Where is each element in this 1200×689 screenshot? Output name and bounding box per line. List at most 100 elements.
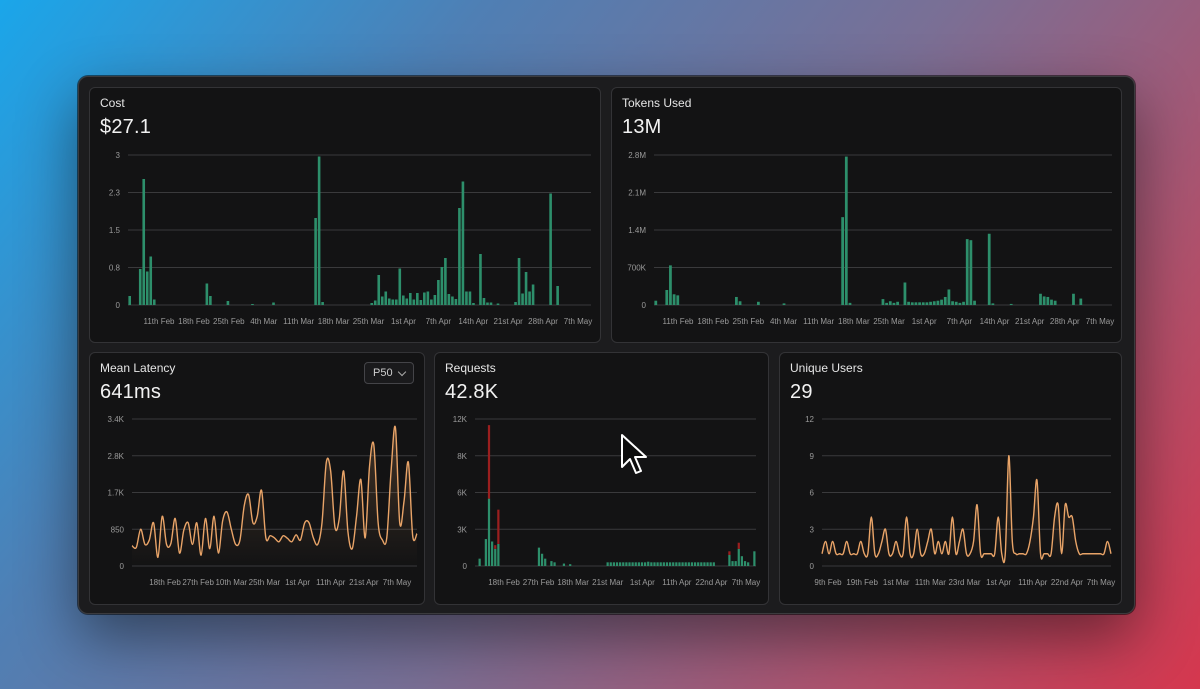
tokens-value: 13M	[622, 116, 662, 138]
requests-bar	[753, 551, 756, 566]
requests-bar	[484, 539, 487, 566]
cost-bar	[440, 267, 444, 305]
requests-bar	[497, 543, 500, 566]
percentile-dropdown[interactable]: P50	[364, 362, 414, 384]
tokens-bar	[987, 233, 991, 305]
cost-bar	[377, 275, 381, 305]
tokens-chart: 0 700K 1.4M 2.1M 2.8M 11th Feb 18th Feb 25th Fe…	[627, 151, 1114, 326]
requests-bar	[612, 562, 615, 566]
requests-bar	[628, 562, 631, 566]
tokens-bar	[888, 301, 892, 305]
cost-bar	[556, 286, 559, 305]
tokens-bar	[965, 239, 969, 305]
latency-x-tick-label: 25th Mar	[249, 578, 281, 587]
tokens-bar	[932, 301, 936, 305]
requests-bar	[734, 561, 737, 566]
requests-bar	[684, 562, 687, 566]
requests-bar	[478, 558, 481, 566]
requests-bar	[712, 562, 715, 566]
latency-x-tick-label: 21st Apr	[349, 578, 379, 587]
latency-y-tick-label: 3.4K	[108, 415, 125, 424]
tokens-bar	[1039, 293, 1042, 305]
tokens-x-tick-label: 7th May	[1086, 317, 1114, 326]
cost-bar	[468, 291, 472, 305]
tokens-bar	[848, 302, 852, 305]
cost-bar	[423, 292, 426, 305]
cost-bar	[496, 303, 500, 305]
tokens-x-tick-label: 28th Apr	[1050, 317, 1080, 326]
cost-bar	[472, 303, 475, 305]
tokens-y-tick-label: 2.1M	[628, 189, 646, 198]
tokens-bar	[929, 301, 932, 305]
requests-bar	[662, 562, 665, 566]
cost-bar	[128, 296, 132, 305]
cost-bar	[447, 294, 451, 305]
cost-bar	[401, 295, 405, 305]
requests-bar	[619, 562, 622, 566]
cost-bar	[209, 296, 212, 305]
tokens-bar	[940, 299, 943, 305]
requests-bar	[540, 553, 544, 566]
cost-bar	[433, 295, 437, 305]
tokens-bar	[914, 302, 918, 305]
cost-bar	[409, 293, 412, 305]
cost-bar	[384, 291, 388, 305]
latency-title: Mean Latency	[100, 361, 176, 375]
requests-bar	[491, 541, 494, 566]
tokens-x-tick-label: 21st Apr	[1015, 317, 1045, 326]
cost-x-tick-label: 11th Mar	[283, 317, 314, 326]
requests-bar	[747, 562, 750, 566]
tokens-bar	[947, 289, 951, 305]
latency-series-line	[131, 425, 418, 559]
requests-bar	[569, 564, 572, 566]
requests-bar	[609, 562, 612, 566]
tokens-bar	[756, 301, 760, 305]
requests-bar	[728, 554, 731, 566]
requests-bar	[644, 562, 647, 566]
tokens-bar	[925, 302, 929, 305]
requests-bar	[709, 562, 712, 566]
tokens-x-tick-label: 11th Feb	[663, 317, 695, 326]
tokens-x-tick-label: 11th Mar	[803, 317, 834, 326]
cost-bar	[465, 291, 468, 305]
cost-bar	[145, 271, 149, 305]
tokens-bar	[735, 296, 738, 305]
requests-bar	[697, 562, 700, 566]
requests-bar	[537, 547, 541, 566]
requests-bar	[675, 562, 678, 566]
requests-bar	[659, 562, 662, 566]
users-x-tick-label: 7th May	[1087, 578, 1115, 587]
requests-bar	[672, 562, 675, 566]
requests-bar	[653, 562, 656, 566]
requests-bar	[650, 562, 653, 566]
latency-y-tick-label: 0	[120, 562, 125, 571]
cost-y-tick-label: 0	[116, 301, 121, 310]
tokens-bar	[1053, 300, 1057, 305]
tokens-bar	[910, 302, 914, 305]
requests-bar	[706, 562, 709, 566]
cost-bar	[272, 302, 275, 305]
tokens-card: 0 700K 1.4M 2.1M 2.8M 11th Feb 18th Feb 25th Fe…	[611, 87, 1122, 343]
tokens-bar	[954, 301, 958, 305]
tokens-bar	[782, 303, 786, 305]
tokens-bar	[951, 301, 954, 305]
requests-bar	[494, 548, 497, 566]
users-x-tick-label: 19th Feb	[846, 578, 878, 587]
tokens-x-tick-label: 14th Apr	[980, 317, 1010, 326]
cost-bar	[489, 302, 493, 305]
requests-bar	[606, 562, 609, 566]
tokens-bar	[958, 302, 962, 305]
cost-bar	[391, 299, 395, 305]
users-y-tick-label: 6	[810, 489, 815, 498]
tokens-y-tick-label: 700K	[627, 264, 646, 273]
requests-bar	[681, 562, 684, 566]
tokens-bar	[1046, 296, 1050, 305]
cost-y-tick-label: 2.3	[109, 189, 121, 198]
cost-bar	[486, 302, 489, 305]
cost-x-tick-label: 1st Apr	[391, 317, 416, 326]
tokens-y-tick-label: 2.8M	[628, 151, 646, 160]
users-area	[822, 455, 1111, 566]
tokens-bar	[1079, 298, 1083, 305]
tokens-bar	[738, 301, 742, 305]
tokens-bar	[1072, 293, 1075, 305]
